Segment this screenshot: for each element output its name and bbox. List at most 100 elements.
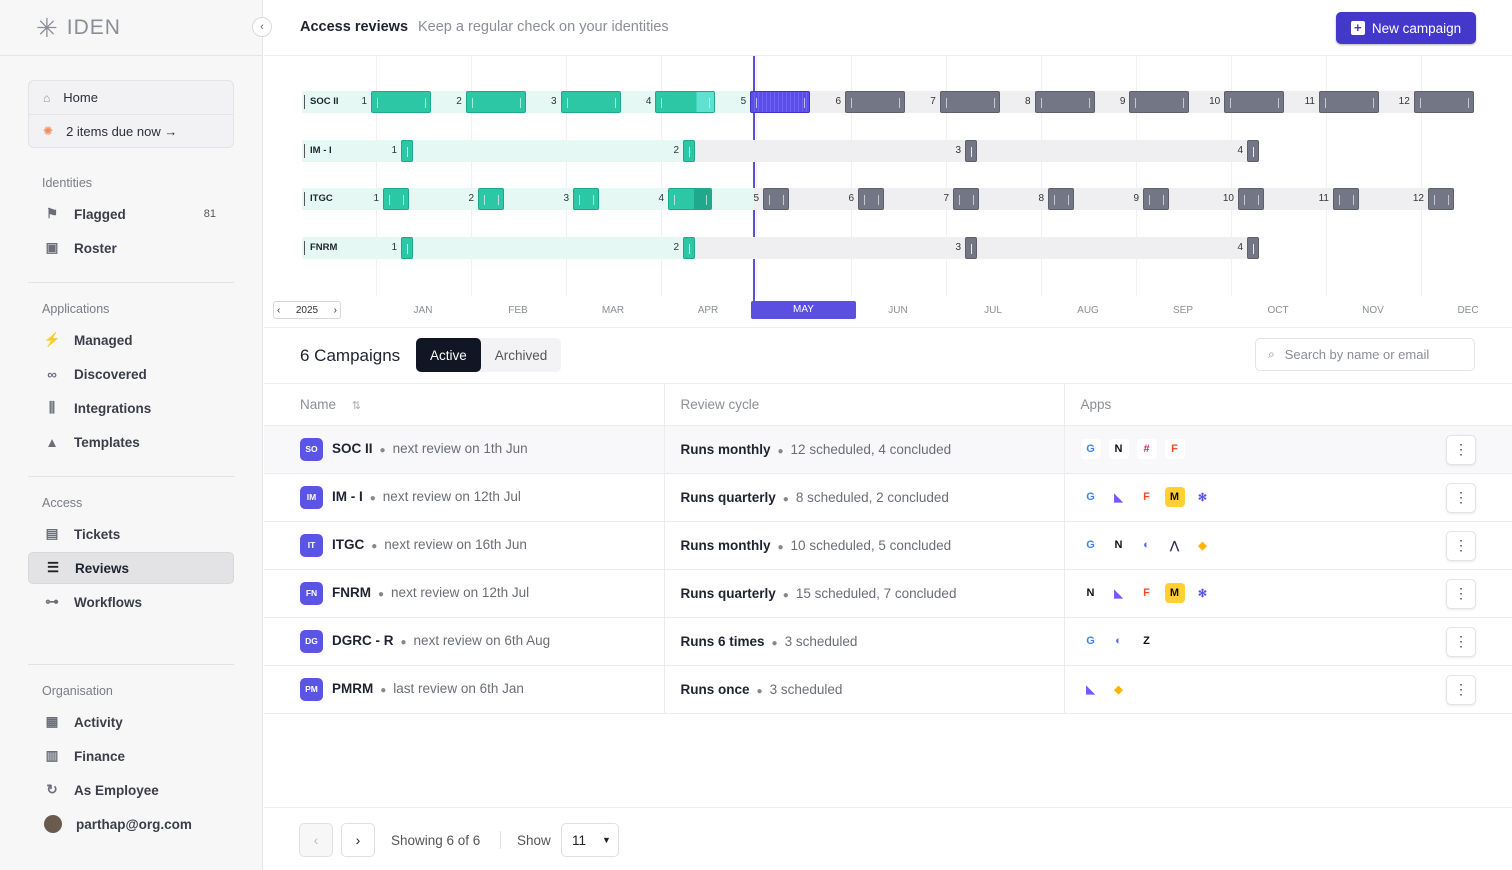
sidebar-item-managed[interactable]: ⚡ Managed xyxy=(28,324,234,356)
table-row[interactable]: SO SOC II ● next review on 1th Jun Runs mont… xyxy=(264,425,1512,474)
month-label-jun[interactable]: JUN xyxy=(888,305,908,316)
chevron-left-icon[interactable]: ‹ xyxy=(277,304,281,316)
review-cycle-bar[interactable] xyxy=(845,91,905,113)
review-cycle-bar[interactable] xyxy=(953,188,979,210)
mixpanel-icon: ◣ xyxy=(1080,679,1101,699)
section-access: Access xyxy=(42,496,83,510)
row-actions-menu-button[interactable]: ⋮ xyxy=(1446,626,1476,657)
review-cycle-bar[interactable] xyxy=(668,188,712,210)
year-selector[interactable]: ‹ 2025 › xyxy=(273,301,341,319)
table-row[interactable]: IT ITGC ● next review on 16th Jun Runs month… xyxy=(264,521,1512,570)
review-cycle-bar[interactable] xyxy=(371,91,431,113)
review-cycle-bar[interactable] xyxy=(750,91,811,113)
sun-icon: ✺ xyxy=(43,124,54,138)
prev-page-button[interactable]: ‹ xyxy=(299,823,333,857)
review-cycle-bar[interactable] xyxy=(1238,188,1264,210)
month-label-nov[interactable]: NOV xyxy=(1362,305,1384,316)
campaign-name-cell: IM IM - I ● next review on 12th Jul xyxy=(264,473,665,522)
month-label-feb[interactable]: FEB xyxy=(508,305,528,316)
sidebar-item-integrations[interactable]: ⫼ Integrations xyxy=(28,392,234,424)
month-label-aug[interactable]: AUG xyxy=(1077,305,1099,316)
row-actions-menu-button[interactable]: ⋮ xyxy=(1446,674,1476,705)
sidebar-item-roster[interactable]: ▣ Roster xyxy=(28,232,234,264)
month-label-jan[interactable]: JAN xyxy=(413,305,433,316)
review-cycle-bar[interactable] xyxy=(1143,188,1169,210)
review-cycle-bar[interactable] xyxy=(1048,188,1074,210)
sidebar-item-templates[interactable]: ▲ Templates xyxy=(28,426,234,458)
tab-archived[interactable]: Archived xyxy=(494,347,548,363)
review-cycle-bar[interactable] xyxy=(1333,188,1359,210)
review-cycle-bar[interactable] xyxy=(965,237,977,259)
review-cycle-bar[interactable] xyxy=(683,237,695,259)
review-cycle-bar[interactable] xyxy=(1247,237,1259,259)
campaigns-table: Name ⇅ Review cycle Apps SO SOC II ● next r… xyxy=(264,384,1512,714)
review-cycle-bar[interactable] xyxy=(465,91,526,113)
table-row[interactable]: PM PMRM ● last review on 6th Jan Runs once ● 3… xyxy=(264,665,1512,714)
campaign-name[interactable]: ITGC xyxy=(332,536,365,552)
month-label-dec[interactable]: DEC xyxy=(1457,305,1479,316)
sort-icon[interactable]: ⇅ xyxy=(351,399,361,412)
review-cycle-bar[interactable] xyxy=(683,140,695,162)
review-cycle-bar[interactable] xyxy=(965,140,977,162)
review-cycle-bar[interactable] xyxy=(401,237,413,259)
sidebar-item-finance[interactable]: ▥ Finance xyxy=(28,740,234,772)
app-logo[interactable]: ✳ IDEN xyxy=(36,14,121,42)
sidebar-item-tickets[interactable]: ▤ Tickets xyxy=(28,518,234,550)
row-actions-menu-button[interactable]: ⋮ xyxy=(1446,434,1476,465)
next-page-button[interactable]: › xyxy=(341,823,375,857)
review-cycle-bar[interactable] xyxy=(655,91,716,113)
sidebar-item-reviews[interactable]: ☰ Reviews xyxy=(28,552,234,584)
sidebar-item-workflows[interactable]: ⊶ Workflows xyxy=(28,586,234,618)
chevron-right-icon[interactable]: › xyxy=(333,304,337,316)
sidebar-item-as-employee[interactable]: ↻ As Employee xyxy=(28,774,234,806)
review-cycle-bar[interactable] xyxy=(478,188,504,210)
review-cycle-bar[interactable] xyxy=(1034,91,1095,113)
review-cycle-bar[interactable] xyxy=(1413,91,1474,113)
table-row[interactable]: DG DGRC - R ● next review on 6th Aug Runs 6 … xyxy=(264,617,1512,666)
review-cycle-bar[interactable] xyxy=(939,91,1000,113)
review-cycle-bar[interactable] xyxy=(560,91,621,113)
sidebar-item-flagged[interactable]: ⚑ Flagged 81 xyxy=(28,198,234,230)
campaign-name[interactable]: FNRM xyxy=(332,584,371,600)
campaign-name[interactable]: PMRM xyxy=(332,680,374,696)
sidebar-item-discovered[interactable]: ∞ Discovered xyxy=(28,358,234,390)
google-icon: G xyxy=(1080,439,1101,459)
month-label-may[interactable]: MAY xyxy=(751,301,856,319)
review-cycle-bar[interactable] xyxy=(1428,188,1454,210)
campaign-name[interactable]: DGRC - R xyxy=(332,632,394,648)
page-size-select[interactable]: 11 ▼ xyxy=(561,823,619,857)
due-items-link[interactable]: ✺ 2 items due now → xyxy=(29,114,233,147)
tab-active[interactable]: Active xyxy=(416,338,481,372)
sidebar-item-user[interactable]: parthap@org.com xyxy=(28,808,234,840)
row-actions-menu-button[interactable]: ⋮ xyxy=(1446,578,1476,609)
cycle-number: 3 xyxy=(955,145,961,156)
review-cycle-bar[interactable] xyxy=(383,188,409,210)
review-cycle-bar[interactable] xyxy=(1224,91,1285,113)
review-cycle-bar[interactable] xyxy=(1247,140,1259,162)
sidebar-item-label: Roster xyxy=(74,240,117,256)
campaign-name[interactable]: SOC II xyxy=(332,440,373,456)
month-label-apr[interactable]: APR xyxy=(697,305,719,316)
review-cycle-bar[interactable] xyxy=(1319,91,1379,113)
campaign-name[interactable]: IM - I xyxy=(332,488,363,504)
table-row[interactable]: FN FNRM ● next review on 12th Jul Runs quart… xyxy=(264,569,1512,618)
sidebar-item-home[interactable]: ⌂ Home xyxy=(29,81,233,114)
search-input[interactable]: ⌕ Search by name or email xyxy=(1255,338,1475,371)
new-campaign-button[interactable]: + New campaign xyxy=(1336,12,1476,44)
zendesk-star-icon: ✻ xyxy=(1192,583,1213,603)
table-row[interactable]: IM IM - I ● next review on 12th Jul Runs qua… xyxy=(264,473,1512,522)
row-actions-menu-button[interactable]: ⋮ xyxy=(1446,530,1476,561)
review-cycle-bar[interactable] xyxy=(763,188,789,210)
review-cycle-bar[interactable] xyxy=(573,188,599,210)
month-label-sep[interactable]: SEP xyxy=(1172,305,1193,316)
month-label-jul[interactable]: JUL xyxy=(984,305,1002,316)
row-actions-menu-button[interactable]: ⋮ xyxy=(1446,482,1476,513)
sidebar-item-activity[interactable]: ▦ Activity xyxy=(28,706,234,738)
collapse-sidebar-button[interactable]: ‹ xyxy=(252,17,272,37)
month-label-mar[interactable]: MAR xyxy=(601,305,625,316)
month-label-oct[interactable]: OCT xyxy=(1267,305,1289,316)
review-cycle-bar[interactable] xyxy=(858,188,884,210)
review-cycle-bar[interactable] xyxy=(1129,91,1190,113)
review-cycle-bar[interactable] xyxy=(401,140,413,162)
column-header-name[interactable]: Name ⇅ xyxy=(264,384,665,426)
